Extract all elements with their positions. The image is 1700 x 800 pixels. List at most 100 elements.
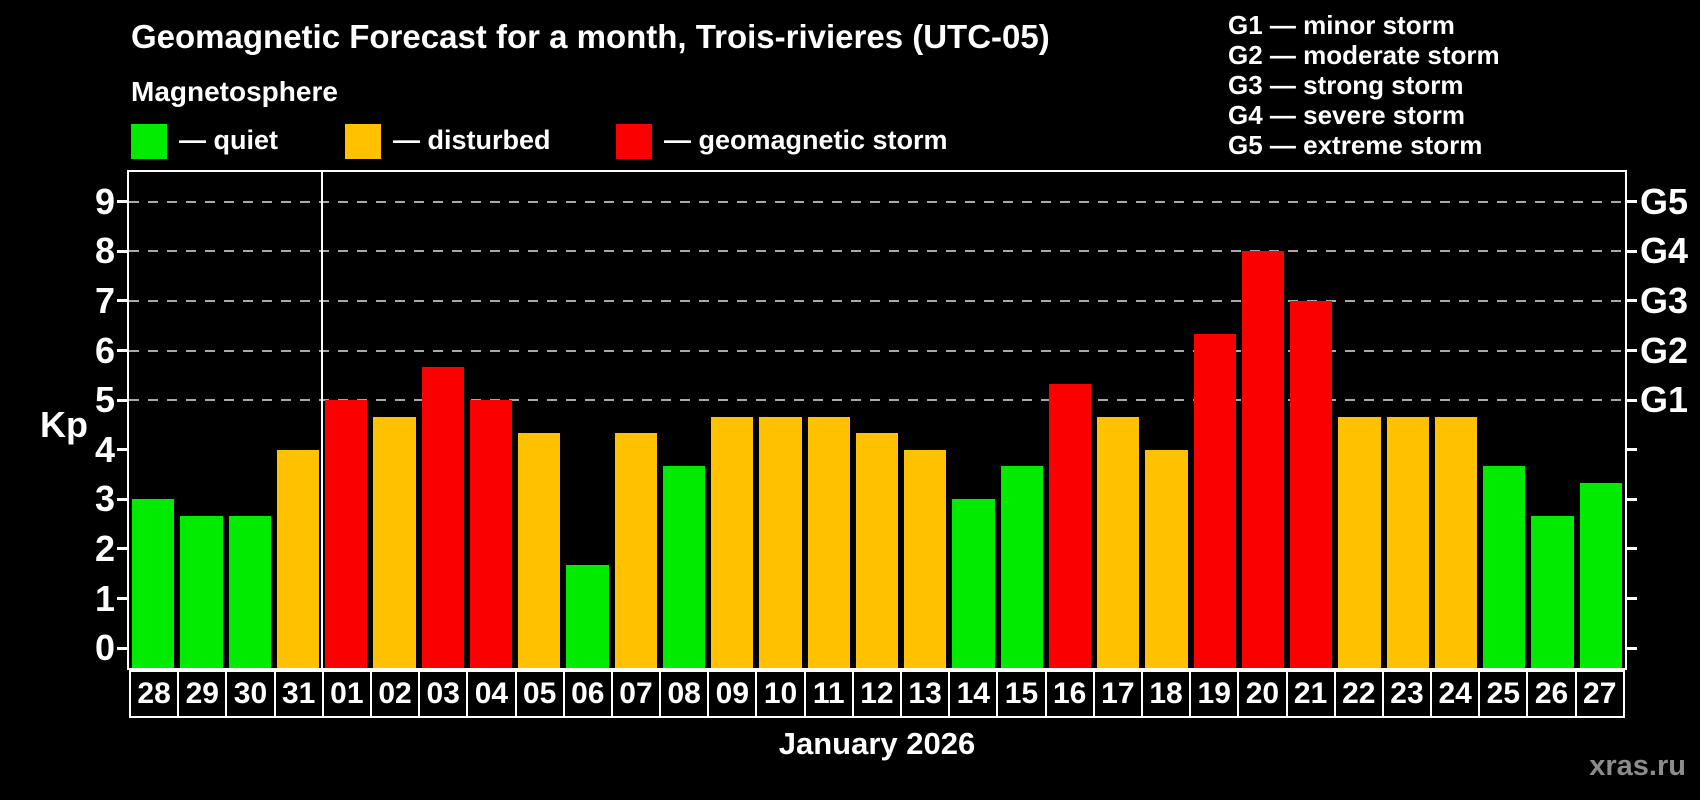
left-tick-0 [117, 646, 129, 650]
left-tick-5 [117, 398, 129, 402]
kp-bar-day-02 [373, 416, 416, 668]
kp-bar-day-23 [1386, 416, 1429, 668]
storm-scale-legend: G1 — minor storm G2 — moderate storm G3 — … [1228, 10, 1500, 160]
kp-bar-day-07 [614, 433, 657, 668]
day-label-06: 06 [565, 672, 613, 716]
right-tick-3 [1625, 497, 1637, 501]
left-tick-4 [117, 448, 129, 452]
day-label-25: 25 [1480, 672, 1529, 716]
kp-bar-day-09 [711, 416, 754, 668]
gridline-kp-5 [129, 399, 1625, 402]
chart-subtitle: Magnetosphere [131, 76, 338, 107]
g-scale-label-G4: G4 [1640, 230, 1689, 272]
day-label-18: 18 [1143, 672, 1192, 716]
legend-label-storm: — geomagnetic storm [664, 125, 948, 155]
condition-legend: — quiet — disturbed — geomagnetic storm [131, 122, 1131, 162]
y-tick-label-8: 8 [94, 230, 115, 272]
disturbed-color-swatch [345, 124, 381, 159]
day-label-17: 17 [1095, 672, 1143, 716]
kp-bar-day-13 [904, 449, 947, 668]
day-label-19: 19 [1191, 672, 1240, 716]
chart-title: Geomagnetic Forecast for a month, Trois-… [131, 18, 1050, 55]
storm-scale-legend-line: G3 — strong storm [1228, 70, 1464, 100]
kp-bar-day-29 [180, 515, 223, 668]
right-tick-5 [1625, 398, 1637, 402]
kp-bar-day-19 [1193, 334, 1236, 668]
kp-bar-day-31 [276, 449, 320, 668]
kp-bar-day-27 [1579, 483, 1622, 668]
kp-bar-day-01 [325, 400, 368, 668]
quiet-color-swatch [131, 124, 167, 159]
day-label-16: 16 [1047, 672, 1095, 716]
left-tick-1 [117, 597, 129, 601]
right-tick-7 [1625, 299, 1637, 303]
left-tick-9 [117, 200, 129, 204]
right-tick-9 [1625, 200, 1637, 204]
day-label-30: 30 [227, 672, 276, 716]
day-label-23: 23 [1384, 672, 1433, 716]
right-tick-0 [1625, 646, 1637, 650]
left-tick-7 [117, 299, 129, 303]
kp-bar-day-15 [1000, 466, 1043, 668]
day-label-09: 09 [709, 672, 758, 716]
kp-bar-day-17 [1097, 416, 1140, 668]
day-label-15: 15 [998, 672, 1047, 716]
day-label-28: 28 [131, 672, 180, 716]
day-label-21: 21 [1288, 672, 1336, 716]
legend-label-disturbed: — disturbed [393, 125, 551, 155]
storm-scale-legend-line: G2 — moderate storm [1228, 40, 1500, 70]
kp-bar-day-22 [1338, 416, 1381, 668]
kp-bar-day-12 [855, 433, 899, 668]
legend-label-quiet: — quiet [179, 125, 278, 155]
day-label-02: 02 [372, 672, 421, 716]
day-label-22: 22 [1336, 672, 1384, 716]
day-label-04: 04 [468, 672, 517, 716]
right-tick-1 [1625, 597, 1637, 601]
day-label-24: 24 [1432, 672, 1481, 716]
kp-bar-day-28 [132, 499, 175, 668]
right-tick-8 [1625, 249, 1637, 253]
day-label-12: 12 [854, 672, 902, 716]
kp-bar-day-18 [1145, 449, 1188, 668]
kp-bar-day-25 [1483, 466, 1526, 668]
y-axis-label: Kp [40, 404, 88, 445]
day-label-05: 05 [517, 672, 565, 716]
day-label-29: 29 [179, 672, 228, 716]
left-tick-8 [117, 249, 129, 253]
watermark: xras.ru [1589, 750, 1686, 782]
y-tick-label-1: 1 [94, 577, 115, 619]
y-tick-label-4: 4 [94, 428, 115, 470]
day-label-31: 31 [276, 672, 324, 716]
kp-bar-day-06 [566, 565, 609, 668]
right-tick-6 [1625, 349, 1637, 353]
month-boundary-line [321, 172, 324, 668]
storm-color-swatch [616, 124, 652, 159]
day-label-10: 10 [757, 672, 806, 716]
y-tick-label-5: 5 [94, 379, 115, 421]
g-scale-label-G3: G3 [1640, 279, 1689, 321]
day-label-03: 03 [420, 672, 469, 716]
day-label-01: 01 [324, 672, 372, 716]
day-label-13: 13 [902, 672, 951, 716]
kp-bar-day-24 [1434, 416, 1478, 668]
kp-bar-day-04 [469, 400, 513, 668]
x-axis-month-label: January 2026 [778, 726, 976, 761]
kp-bar-day-16 [1048, 383, 1092, 668]
day-label-26: 26 [1528, 672, 1577, 716]
y-tick-label-7: 7 [94, 279, 115, 321]
kp-bar-day-05 [518, 433, 561, 668]
y-tick-label-6: 6 [94, 329, 115, 371]
gridline-kp-9 [129, 200, 1625, 203]
day-label-14: 14 [950, 672, 999, 716]
day-label-08: 08 [661, 672, 710, 716]
kp-bar-day-26 [1531, 515, 1574, 668]
left-tick-6 [117, 349, 129, 353]
right-tick-4 [1625, 448, 1637, 452]
kp-bar-day-11 [807, 416, 850, 668]
y-tick-label-3: 3 [94, 478, 115, 520]
kp-bar-day-30 [228, 515, 271, 668]
kp-bar-day-14 [952, 499, 995, 668]
kp-bar-day-21 [1290, 300, 1333, 668]
g-scale-label-G1: G1 [1640, 379, 1689, 421]
